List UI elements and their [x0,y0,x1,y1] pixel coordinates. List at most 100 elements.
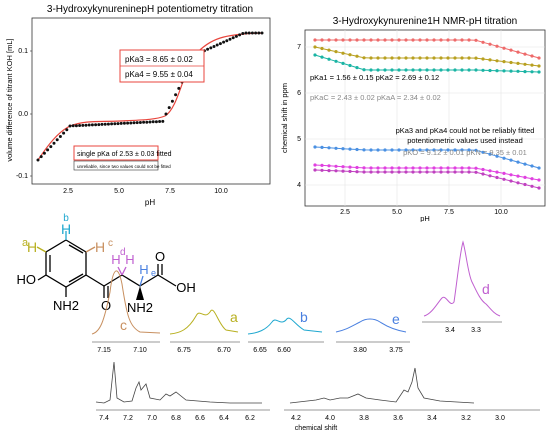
titration-point [228,37,232,41]
nmr-point [376,170,380,174]
nmr-point [488,174,492,178]
nmr-point [537,64,541,68]
nmr-point [474,38,478,42]
nmr-point [467,56,471,60]
titration-point [103,122,107,126]
titration-ytick: 0.0 [18,111,28,118]
proton-label-b: b [300,309,308,325]
nmr-point [313,145,317,149]
titration-point [148,120,152,124]
nmr-spectra: c 7.15 7.10 a 6.75 6.70 b 6.65 6.60 e 3.… [91,240,540,432]
nmr-point [355,54,359,58]
nmr-point [453,56,457,60]
nmr-point [474,166,478,170]
titration-point [218,42,222,46]
nmr-point [509,179,513,183]
nmr-point [530,164,534,168]
nmr-point [439,166,443,170]
ketone-oxygen: O [101,298,111,313]
nmr-point [369,170,373,174]
full-tick: 4.2 [291,415,301,422]
nmr-point [432,68,436,72]
titration-ytick: 0.1 [18,48,28,55]
nmr-point [362,68,366,72]
proton-label-a: a [230,309,238,325]
nmr-point [411,148,415,152]
nmr-point [334,146,338,150]
nmr-point [390,148,394,152]
titration-point [106,122,110,126]
nmr-xtick: 10.0 [494,209,508,216]
single-pka-text: single pKa of 2.53 ± 0.03 fitted [77,151,172,158]
titration-xtick: 2.5 [63,188,73,195]
nmr-point [404,148,408,152]
nmr-point [327,169,331,173]
hydroxyl-left: HO [17,272,37,287]
titration-point [94,123,98,127]
nmr-point [502,69,506,73]
nmr-point [488,42,492,46]
nmr-point [383,56,387,60]
nmr-point [481,167,485,172]
nmr-note-line1: pKa3 and pKa4 could not be reliably fitt… [396,126,535,135]
titration-point [119,121,123,125]
nmr-point [376,56,380,60]
titration-point [167,106,171,110]
nmr-point [446,56,450,60]
nmr-point [537,186,541,190]
acid-oxygen: O [155,249,165,264]
nmr-point [439,38,443,42]
titration-point [71,124,75,128]
full-tick: 3.6 [393,415,403,422]
nmr-point [362,166,366,170]
nmr-point [411,68,415,72]
nmr-point [313,163,317,167]
titration-point [129,121,133,125]
titration-point [241,32,245,35]
nmr-point [488,68,492,73]
nmr-point [313,38,317,42]
titration-point [58,135,62,138]
inset-a-tick: 6.70 [217,347,231,354]
titration-point [138,121,142,124]
titration-point [135,121,139,125]
titration-point [84,123,88,127]
nmr-point [502,171,506,175]
titration-point [222,40,226,44]
titration-point [122,121,126,125]
nmr-point [481,150,485,154]
inset-a: a 6.75 6.70 [169,309,240,354]
nmr-point [390,56,394,60]
nmr-point [320,145,324,149]
nmr-point [516,181,520,185]
nmr-point [327,57,331,61]
nmr-point [369,166,373,170]
inset-b-tick: 6.60 [277,347,291,354]
nmr-point [446,38,450,42]
nmr-point [404,170,408,174]
nmr-xlabel: pH [420,214,430,222]
titration-point [158,120,162,123]
titration-point [81,123,85,127]
nmr-point [418,148,422,152]
nmr-point [411,56,415,60]
titration-point [97,123,101,127]
titration-point [174,93,178,97]
titration-point [100,122,104,126]
nmr-point [348,63,352,68]
titration-point [126,121,130,125]
nmr-point [488,152,492,156]
nmr-point [348,169,352,173]
chemical-structure: b H a H H c HO NH2 O H H d H e O OH NH2 [17,213,196,315]
titration-point [49,145,53,149]
nmr-point [530,177,534,181]
nmr-point [523,182,527,187]
nmr-point [320,163,324,167]
nmr-point [446,166,450,170]
titration-point [142,120,146,124]
titration-point [55,138,59,142]
titration-point [234,34,238,38]
titration-point [36,158,40,162]
titration-chart: 3-HydroxykynureninepH potentiometry titr… [5,4,271,207]
nmr-point [502,46,506,50]
